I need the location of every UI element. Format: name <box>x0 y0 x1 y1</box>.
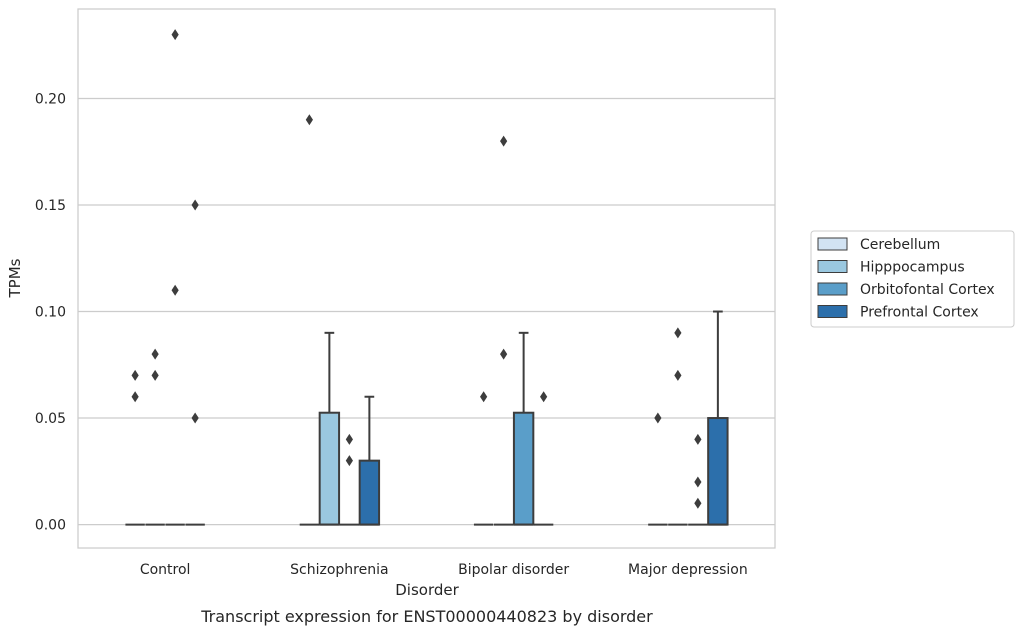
y-tick-label: 0.10 <box>35 305 66 321</box>
outlier-marker <box>151 348 159 360</box>
outlier-marker <box>151 369 159 381</box>
y-tick-label: 0.05 <box>35 411 66 427</box>
outlier-marker <box>500 348 508 360</box>
box-hipppocampus <box>318 331 341 526</box>
legend-item: Hipppocampus <box>817 260 965 276</box>
outlier-marker <box>540 391 548 403</box>
legend-swatch <box>817 260 848 273</box>
x-tick-label: Bipolar disorder <box>458 562 569 578</box>
legend-label: Orbitofontal Cortex <box>860 282 995 298</box>
outlier-marker <box>500 135 508 147</box>
box-body <box>707 417 729 526</box>
outlier-marker <box>171 284 179 296</box>
legend-swatch <box>817 282 848 296</box>
x-axis-label: Disorder <box>395 581 459 599</box>
outlier-marker <box>694 476 702 488</box>
outlier-marker <box>305 114 313 126</box>
chart-caption: Transcript expression for ENST0000044082… <box>200 607 653 626</box>
x-axis-ticks: Control Schizophrenia Bipolar disorder Majo… <box>140 562 748 578</box>
grid-lines <box>78 97 775 526</box>
box-orbitofontal-cortex <box>512 331 535 526</box>
box-series <box>125 310 729 526</box>
outlier-marker <box>191 412 199 424</box>
box-body <box>318 411 341 526</box>
plot-area-frame <box>77 8 776 549</box>
x-tick-label: Schizophrenia <box>290 562 388 578</box>
y-tick-label: 0.00 <box>35 518 66 534</box>
legend: Cerebellum Hipppocampus Orbitofontal Corte… <box>810 230 1015 328</box>
y-axis-label: TPMs <box>6 258 24 298</box>
y-axis-ticks: 0.00 0.05 0.10 0.15 0.20 <box>35 91 66 533</box>
x-tick-label: Major depression <box>628 562 748 578</box>
outlier-marker <box>694 433 702 445</box>
outlier-marker <box>131 369 139 381</box>
outlier-marker <box>191 199 199 211</box>
legend-swatch <box>817 237 848 251</box>
outlier-marker <box>480 391 488 403</box>
outlier-marker <box>345 455 353 467</box>
legend-frame <box>810 230 1015 328</box>
outlier-points <box>131 29 702 509</box>
outlier-marker <box>171 29 179 41</box>
outlier-marker <box>345 433 353 445</box>
legend-item: Prefrontal Cortex <box>817 305 979 321</box>
legend-label: Prefrontal Cortex <box>860 305 979 321</box>
outlier-marker <box>674 369 682 381</box>
legend-swatch <box>817 305 848 318</box>
outlier-marker <box>674 327 682 339</box>
legend-item: Orbitofontal Cortex <box>817 282 995 298</box>
legend-item: Cerebellum <box>817 237 940 253</box>
outlier-marker <box>694 497 702 509</box>
outlier-marker <box>654 412 662 424</box>
legend-label: Hipppocampus <box>860 260 965 276</box>
y-tick-label: 0.20 <box>35 91 66 107</box>
outlier-marker <box>131 391 139 403</box>
x-tick-label: Control <box>140 562 191 578</box>
box-body <box>512 411 535 526</box>
legend-label: Cerebellum <box>860 237 940 253</box>
box-body <box>358 459 381 526</box>
box-prefrontal-cortex <box>707 310 729 526</box>
y-tick-label: 0.15 <box>35 198 66 214</box>
box-prefrontal-cortex <box>358 395 381 526</box>
